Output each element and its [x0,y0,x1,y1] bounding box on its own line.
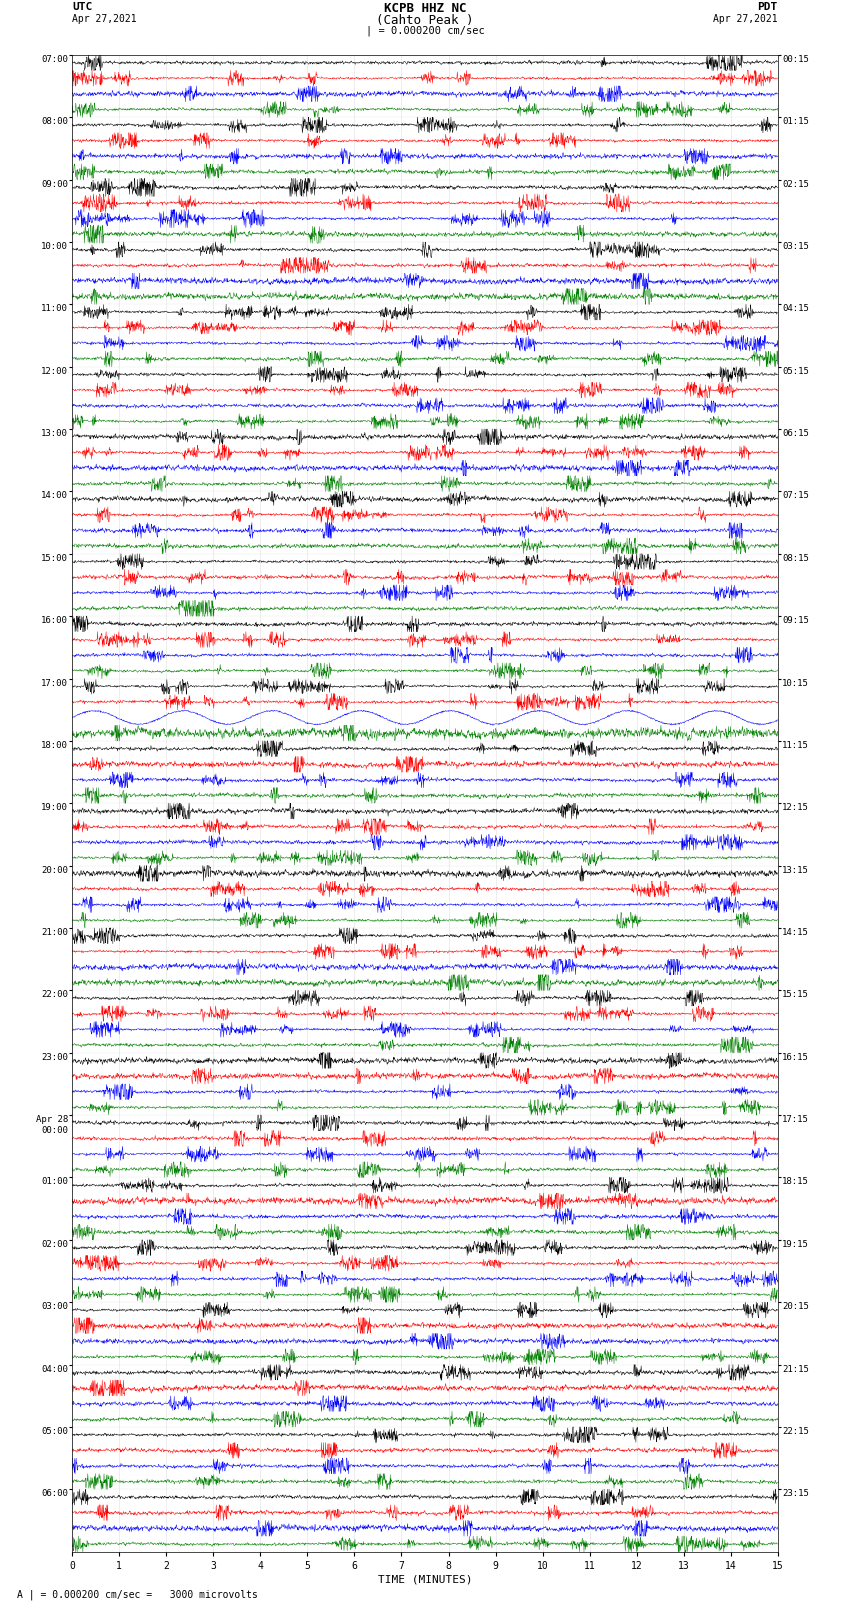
X-axis label: TIME (MINUTES): TIME (MINUTES) [377,1574,473,1586]
Text: Apr 27,2021: Apr 27,2021 [713,13,778,24]
Text: (Cahto Peak ): (Cahto Peak ) [377,13,473,27]
Text: Apr 27,2021: Apr 27,2021 [72,13,137,24]
Text: KCPB HHZ NC: KCPB HHZ NC [383,3,467,16]
Text: A | = 0.000200 cm/sec =   3000 microvolts: A | = 0.000200 cm/sec = 3000 microvolts [17,1589,258,1600]
Text: UTC: UTC [72,3,93,13]
Text: PDT: PDT [757,3,778,13]
Text: | = 0.000200 cm/sec: | = 0.000200 cm/sec [366,24,484,35]
